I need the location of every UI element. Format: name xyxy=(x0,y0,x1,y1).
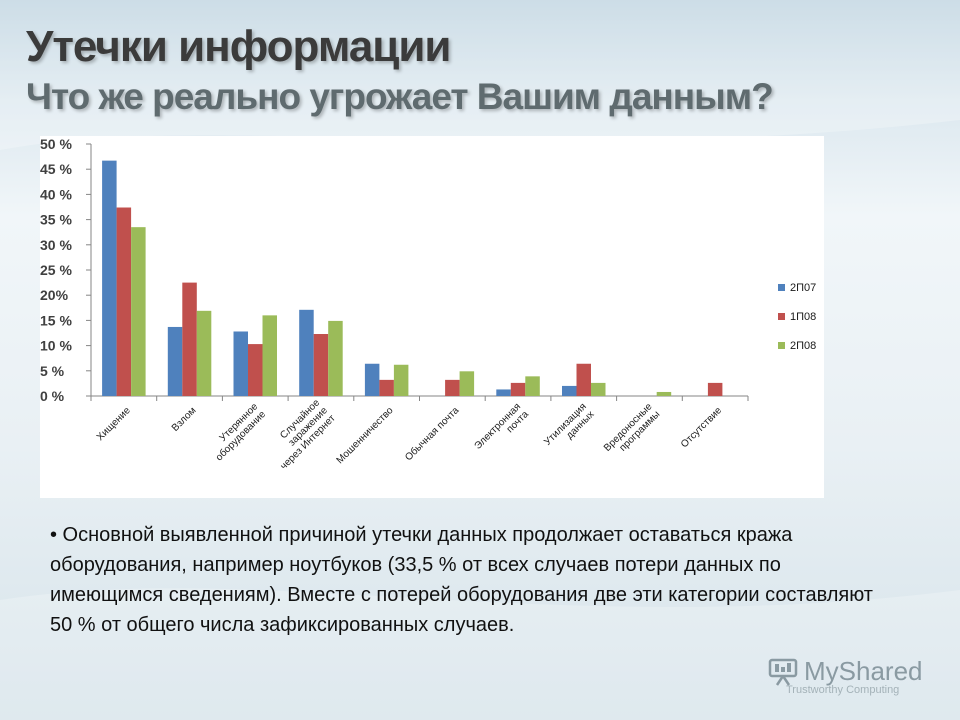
x-category-label: Случайноезаражениечерез Интернет xyxy=(263,397,338,472)
bar-2П07-2 xyxy=(234,331,249,396)
bar-1П08-9 xyxy=(708,383,723,396)
y-tick-label: 35 % xyxy=(40,212,72,228)
x-category-label: Отсутствие xyxy=(679,405,724,450)
bar-1П08-2 xyxy=(248,344,263,396)
x-category-label: Мошенничество xyxy=(335,405,396,466)
legend-label: 1П08 xyxy=(790,311,816,323)
x-category-label: Утилизацияданных xyxy=(542,401,596,455)
y-tick-label: 50 % xyxy=(40,136,72,152)
y-tick-label: 5 % xyxy=(40,363,65,379)
slide-subtitle: Что же реально угрожает Вашим данным? xyxy=(26,76,773,118)
bar-1П08-1 xyxy=(182,283,197,396)
legend-swatch-1П08 xyxy=(778,313,785,320)
bar-2П08-5 xyxy=(460,371,475,396)
bar-1П08-0 xyxy=(117,208,132,396)
body-paragraph: • Основной выявленной причиной утечки да… xyxy=(50,520,890,640)
legend-label: 2П08 xyxy=(790,340,816,352)
y-tick-label: 45 % xyxy=(40,161,72,177)
bar-2П08-3 xyxy=(328,321,343,396)
x-category-label: Электроннаяпочта xyxy=(473,401,532,460)
y-tick-label: 30 % xyxy=(40,237,72,253)
x-category-label: Хищение xyxy=(95,405,133,443)
bar-2П07-6 xyxy=(496,389,511,396)
watermark: MyShared Trustworthy Computing xyxy=(768,656,928,700)
bar-chart: 0 % 5 % 10 % 15 % 20% 25 % 30 % 35 % 40 % 45 % 50 … xyxy=(40,136,824,498)
legend-swatch-2П07 xyxy=(778,284,785,291)
bar-1П08-7 xyxy=(577,364,592,396)
watermark-brand: MyShared xyxy=(804,656,923,687)
y-tick-label: 25 % xyxy=(40,262,72,278)
x-category-label: Утерянноеоборудование xyxy=(206,401,268,463)
x-category-label: Обычная почта xyxy=(402,404,461,463)
y-tick-label: 40 % xyxy=(40,186,72,202)
bar-2П08-1 xyxy=(197,311,212,396)
slide-title: Утечки информации xyxy=(26,22,450,72)
bar-2П08-0 xyxy=(131,227,146,396)
legend-label: 2П07 xyxy=(790,282,816,294)
bar-2П08-8 xyxy=(657,392,672,396)
bar-2П07-0 xyxy=(102,161,117,396)
bar-2П08-7 xyxy=(591,383,606,396)
bar-2П08-4 xyxy=(394,365,409,396)
bar-2П08-2 xyxy=(263,315,278,396)
bar-2П08-6 xyxy=(525,376,540,396)
y-tick-label: 15 % xyxy=(40,312,72,328)
bar-1П08-6 xyxy=(511,383,526,396)
bar-1П08-3 xyxy=(314,334,329,396)
chart-panel: 0 % 5 % 10 % 15 % 20% 25 % 30 % 35 % 40 % 45 % 50 … xyxy=(40,136,824,498)
bar-1П08-5 xyxy=(445,380,460,396)
bar-2П07-1 xyxy=(168,327,183,396)
bar-2П07-4 xyxy=(365,364,380,396)
x-category-label: Взлом xyxy=(170,405,199,434)
bar-1П08-4 xyxy=(379,380,394,396)
presentation-logo-icon xyxy=(768,658,798,686)
bar-2П07-7 xyxy=(562,386,577,396)
legend-swatch-2П08 xyxy=(778,342,785,349)
y-tick-label: 20% xyxy=(40,287,69,303)
y-tick-label: 0 % xyxy=(40,388,65,404)
y-tick-label: 10 % xyxy=(40,338,72,354)
bar-2П07-3 xyxy=(299,310,314,396)
watermark-tagline: Trustworthy Computing xyxy=(786,684,899,696)
x-category-label: Вредоносныепрограммы xyxy=(602,401,663,462)
